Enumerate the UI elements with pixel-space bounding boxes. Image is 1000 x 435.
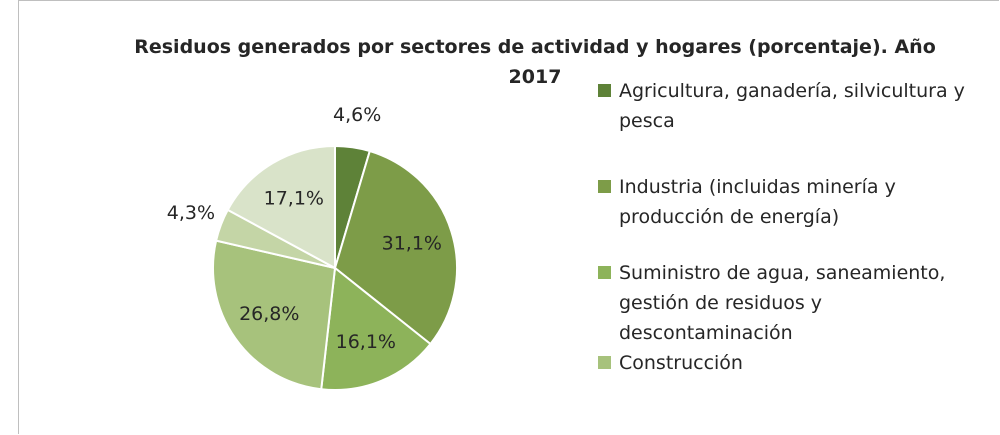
legend-swatch bbox=[598, 356, 611, 369]
legend-entry: Suministro de agua, saneamiento, gestión… bbox=[598, 258, 978, 348]
data-label: 4,3% bbox=[167, 202, 215, 224]
legend-swatch bbox=[598, 84, 611, 97]
legend-label: Suministro de agua, saneamiento, gestión… bbox=[619, 262, 946, 344]
data-label: 4,6% bbox=[333, 104, 381, 126]
pie-slice bbox=[226, 144, 336, 270]
legend-entry: Agricultura, ganadería, silvicultura y p… bbox=[598, 76, 978, 136]
legend-label: Agricultura, ganadería, silvicultura y p… bbox=[619, 80, 965, 132]
legend-label: Construcción bbox=[619, 352, 743, 374]
pie-slice bbox=[320, 266, 432, 391]
legend-swatch bbox=[598, 180, 611, 193]
chart-frame bbox=[18, 0, 999, 434]
pie-slice bbox=[212, 239, 337, 391]
data-label: 31,1% bbox=[382, 232, 442, 254]
data-label: 26,8% bbox=[239, 303, 299, 325]
legend-swatch bbox=[598, 266, 611, 279]
legend-entry: Construcción bbox=[598, 348, 978, 378]
pie-slice bbox=[333, 149, 458, 346]
legend-entry: Industria (incluidas minería y producció… bbox=[598, 172, 978, 232]
data-label: 17,1% bbox=[264, 187, 324, 209]
chart-title: Residuos generados por sectores de activ… bbox=[134, 36, 936, 88]
data-label: 16,1% bbox=[336, 331, 396, 353]
legend-label: Industria (incluidas minería y producció… bbox=[619, 176, 896, 228]
